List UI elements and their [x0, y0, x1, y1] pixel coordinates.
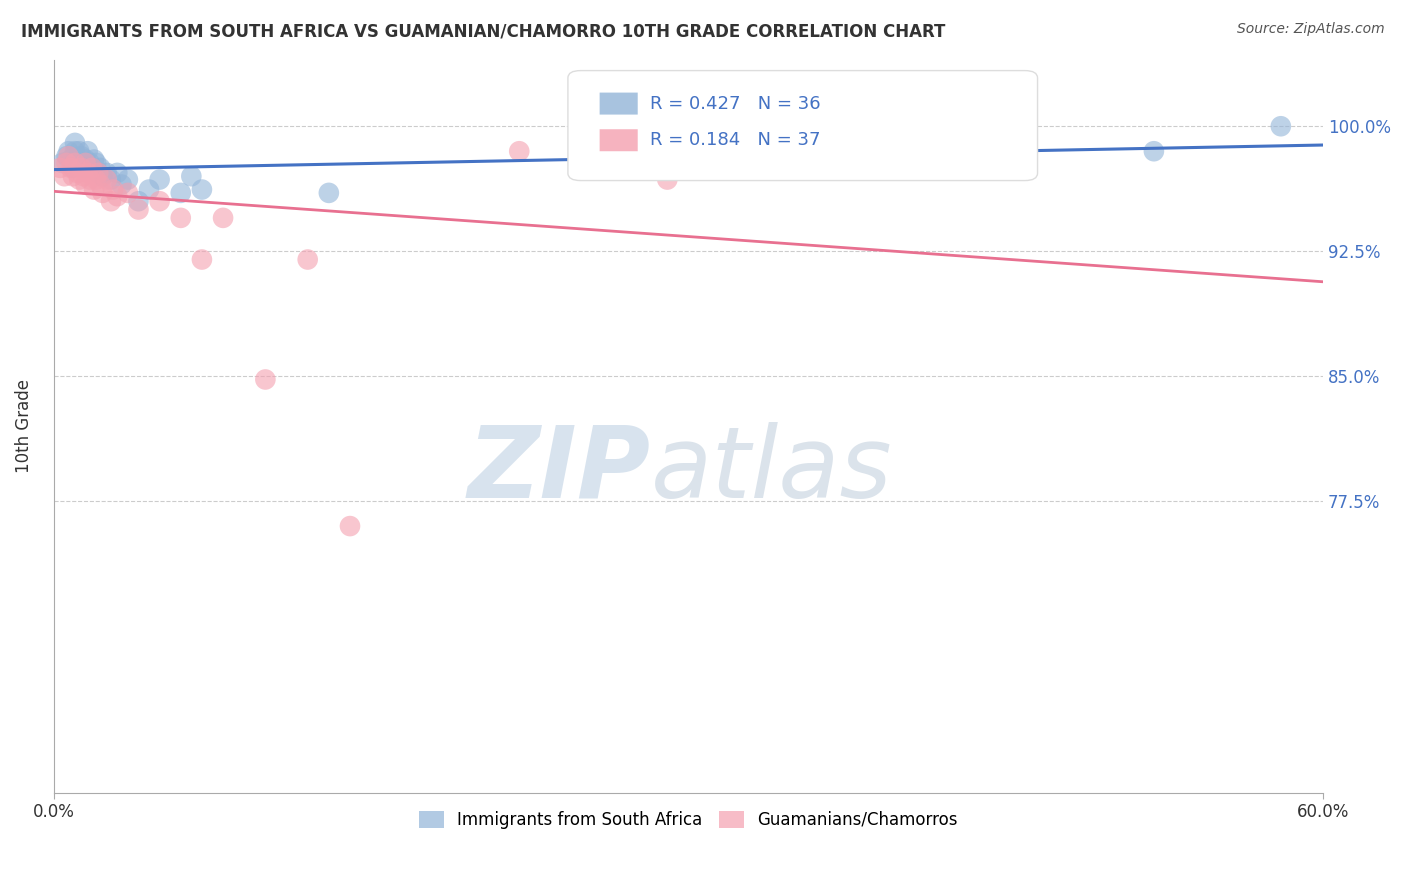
Point	[63, 136, 86, 150]
Point	[59, 153, 82, 167]
Point	[76, 166, 98, 180]
Text: Source: ZipAtlas.com: Source: ZipAtlas.com	[1237, 22, 1385, 37]
Point	[53, 169, 76, 184]
Point	[170, 211, 193, 225]
Point	[83, 183, 105, 197]
Point	[55, 156, 77, 170]
Point	[76, 145, 98, 159]
Point	[75, 156, 97, 170]
Point	[63, 145, 86, 159]
Point	[254, 372, 277, 386]
Point	[127, 202, 149, 217]
Point	[72, 169, 94, 184]
Point	[49, 161, 72, 175]
Point	[87, 166, 110, 180]
Point	[51, 156, 73, 170]
Text: IMMIGRANTS FROM SOUTH AFRICA VS GUAMANIAN/CHAMORRO 10TH GRADE CORRELATION CHART: IMMIGRANTS FROM SOUTH AFRICA VS GUAMANIA…	[21, 22, 945, 40]
Point	[67, 156, 90, 170]
Point	[1270, 120, 1292, 134]
Point	[91, 169, 114, 184]
Point	[70, 161, 93, 175]
Point	[191, 183, 214, 197]
FancyBboxPatch shape	[568, 70, 1038, 180]
Point	[63, 156, 86, 170]
Point	[66, 166, 89, 180]
Point	[67, 172, 90, 186]
Point	[105, 189, 128, 203]
Point	[72, 156, 94, 170]
Point	[83, 153, 105, 167]
Point	[170, 186, 193, 200]
Point	[87, 166, 110, 180]
FancyBboxPatch shape	[599, 129, 638, 152]
Point	[105, 166, 128, 180]
Point	[212, 211, 235, 225]
Point	[657, 172, 679, 186]
Point	[67, 145, 90, 159]
Text: R = 0.427   N = 36: R = 0.427 N = 36	[651, 95, 821, 112]
Point	[75, 161, 97, 175]
Point	[58, 145, 80, 159]
Point	[138, 183, 160, 197]
Point	[110, 178, 132, 192]
Point	[70, 149, 93, 163]
Point	[89, 161, 111, 175]
Text: ZIP: ZIP	[467, 422, 651, 518]
Point	[96, 166, 118, 180]
Point	[117, 172, 139, 186]
Text: atlas: atlas	[651, 422, 891, 518]
Point	[62, 161, 84, 175]
Point	[84, 172, 107, 186]
Point	[62, 169, 84, 184]
Point	[96, 172, 118, 186]
Point	[84, 156, 107, 170]
Point	[55, 149, 77, 163]
Point	[297, 252, 319, 267]
Point	[66, 153, 89, 167]
Legend: Immigrants from South Africa, Guamanians/Chamorros: Immigrants from South Africa, Guamanians…	[412, 804, 965, 836]
Point	[58, 149, 80, 163]
Point	[100, 172, 122, 186]
Point	[91, 186, 114, 200]
Point	[101, 183, 124, 197]
Point	[127, 194, 149, 209]
Point	[79, 172, 101, 186]
Point	[149, 172, 172, 186]
Y-axis label: 10th Grade: 10th Grade	[15, 379, 32, 473]
FancyBboxPatch shape	[599, 93, 638, 114]
Point	[149, 194, 172, 209]
Point	[89, 178, 111, 192]
Point	[1143, 145, 1166, 159]
Point	[80, 161, 103, 175]
Point	[59, 161, 82, 175]
Point	[508, 145, 530, 159]
Point	[931, 161, 953, 175]
Point	[191, 252, 214, 267]
Point	[117, 186, 139, 200]
Point	[180, 169, 202, 184]
Point	[80, 161, 103, 175]
Point	[75, 178, 97, 192]
Point	[318, 186, 340, 200]
Text: R = 0.184   N = 37: R = 0.184 N = 37	[651, 131, 821, 149]
Point	[75, 153, 97, 167]
Point	[79, 156, 101, 170]
Point	[100, 194, 122, 209]
Point	[339, 519, 361, 533]
